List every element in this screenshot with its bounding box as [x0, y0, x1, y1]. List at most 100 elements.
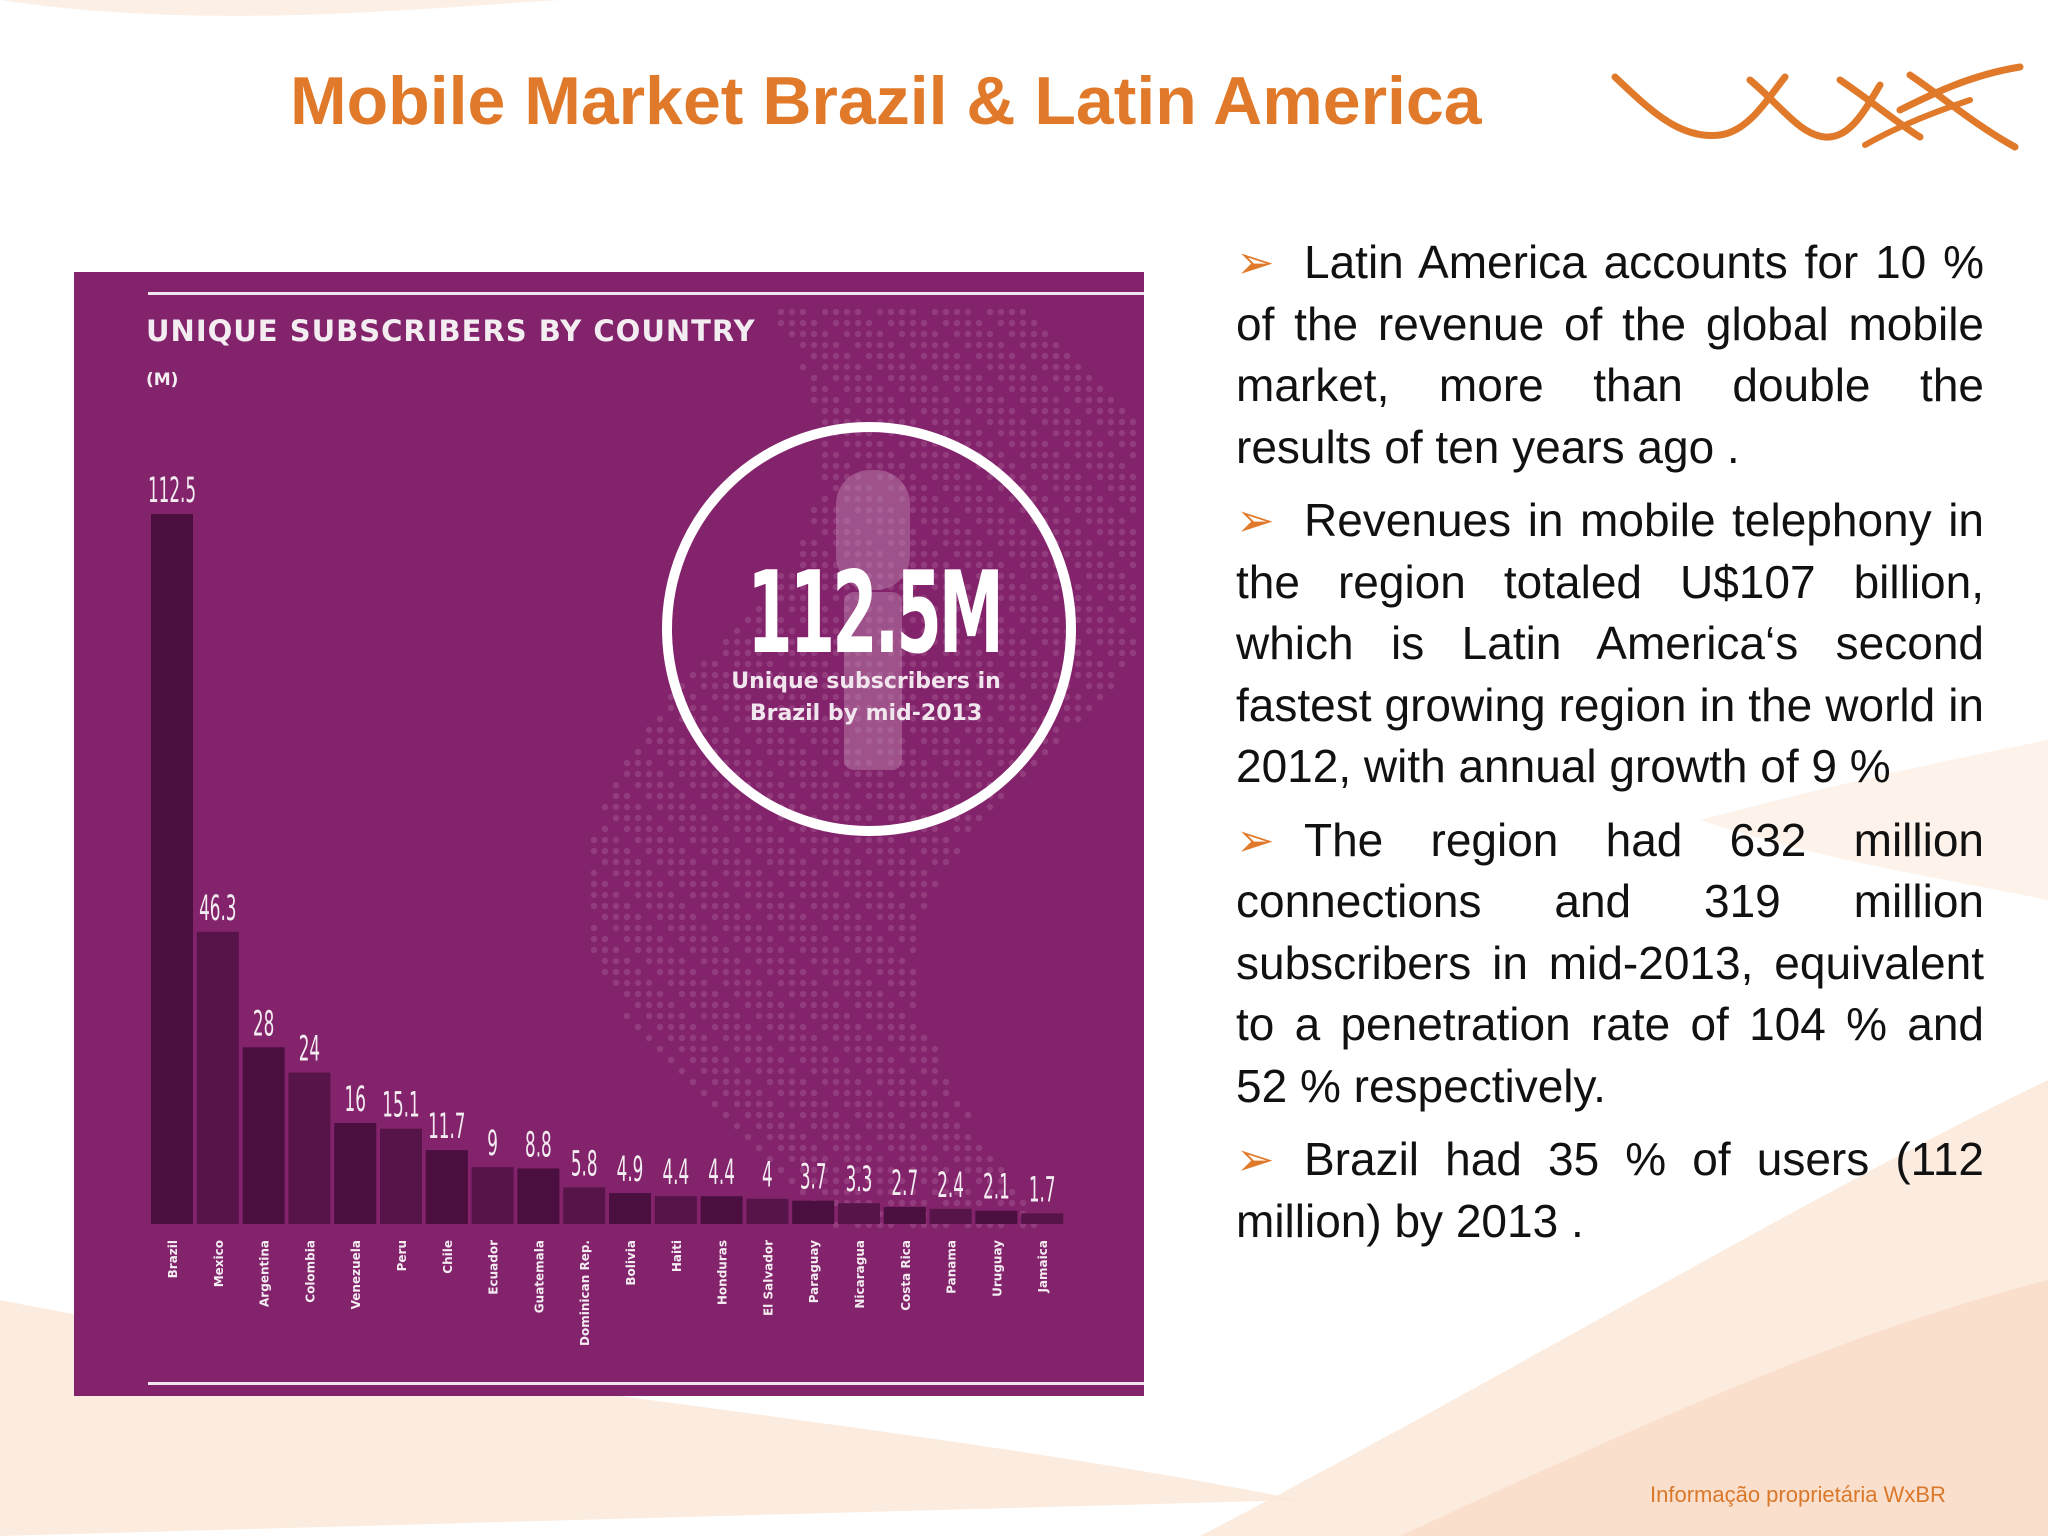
map-dot [854, 924, 862, 932]
map-dot [986, 330, 994, 338]
map-dot [788, 1067, 796, 1075]
map-dot [832, 1199, 840, 1207]
map-dot [865, 1056, 873, 1064]
map-dot [612, 924, 620, 932]
map-dot [821, 638, 829, 646]
map-dot [898, 990, 906, 998]
map-dot [777, 1001, 785, 1009]
map-dot [865, 561, 873, 569]
map-dot [876, 1155, 884, 1163]
map-dot [997, 792, 1005, 800]
map-dot [711, 715, 719, 723]
map-dot [821, 1001, 829, 1009]
map-dot [667, 891, 675, 899]
map-dot [766, 990, 774, 998]
map-dot [887, 748, 895, 756]
map-dot [975, 550, 983, 558]
map-dot [777, 594, 785, 602]
map-dot [799, 1111, 807, 1119]
map-dot [777, 638, 785, 646]
map-dot [843, 352, 851, 360]
map-dot [997, 1188, 1005, 1196]
map-dot [843, 605, 851, 613]
map-dot [700, 847, 708, 855]
map-dot [843, 1155, 851, 1163]
map-dot [832, 451, 840, 459]
map-dot [931, 1155, 939, 1163]
map-dot [766, 1122, 774, 1130]
map-dot [997, 374, 1005, 382]
map-dot [898, 572, 906, 580]
map-dot [777, 1133, 785, 1141]
map-dot [920, 627, 928, 635]
map-dot [1041, 385, 1049, 393]
map-dot [678, 770, 686, 778]
map-dot [755, 616, 763, 624]
map-dot [766, 1001, 774, 1009]
map-dot [931, 770, 939, 778]
map-dot [1008, 363, 1016, 371]
map-dot [964, 341, 972, 349]
map-dot [843, 517, 851, 525]
map-dot [920, 891, 928, 899]
map-dot [755, 946, 763, 954]
map-dot [799, 715, 807, 723]
map-dot [964, 1144, 972, 1152]
map-dot [876, 495, 884, 503]
map-dot [612, 913, 620, 921]
map-dot [997, 506, 1005, 514]
map-dot [975, 715, 983, 723]
map-dot [997, 528, 1005, 536]
map-dot [1085, 671, 1093, 679]
map-dot [689, 858, 697, 866]
map-dot [810, 1089, 818, 1097]
map-dot [843, 748, 851, 756]
map-dot [623, 825, 631, 833]
map-dot [920, 836, 928, 844]
map-dot [898, 1155, 906, 1163]
map-dot [931, 396, 939, 404]
map-dot [964, 814, 972, 822]
map-dot [821, 572, 829, 580]
map-dot [876, 913, 884, 921]
map-dot [788, 319, 796, 327]
map-dot [843, 935, 851, 943]
map-dot [931, 638, 939, 646]
bullet-text: The region had 632 million connections a… [1236, 813, 1984, 1112]
map-dot [799, 869, 807, 877]
map-dot [590, 836, 598, 844]
map-dot [997, 429, 1005, 437]
map-dot [832, 803, 840, 811]
map-dot [909, 649, 917, 657]
map-dot [964, 319, 972, 327]
map-dot [810, 385, 818, 393]
map-dot [1019, 660, 1027, 668]
map-dot [755, 924, 763, 932]
map-dot [634, 825, 642, 833]
map-dot [1129, 440, 1137, 448]
map-dot [887, 462, 895, 470]
map-dot [865, 396, 873, 404]
map-dot [722, 638, 730, 646]
map-dot [755, 1089, 763, 1097]
map-dot [1041, 627, 1049, 635]
map-dot [876, 781, 884, 789]
map-dot [612, 792, 620, 800]
map-dot [920, 407, 928, 415]
map-dot [601, 957, 609, 965]
map-dot [898, 1089, 906, 1097]
map-dot [832, 1012, 840, 1020]
map-dot [1052, 506, 1060, 514]
map-dot [832, 1034, 840, 1042]
map-dot [1129, 506, 1137, 514]
map-dot [920, 1177, 928, 1185]
map-dot [733, 682, 741, 690]
map-dot [634, 869, 642, 877]
map-dot [601, 825, 609, 833]
map-dot [997, 693, 1005, 701]
map-dot [887, 957, 895, 965]
map-dot [832, 1122, 840, 1130]
map-dot [1118, 539, 1126, 547]
map-dot [1030, 462, 1038, 470]
map-dot [975, 1155, 983, 1163]
